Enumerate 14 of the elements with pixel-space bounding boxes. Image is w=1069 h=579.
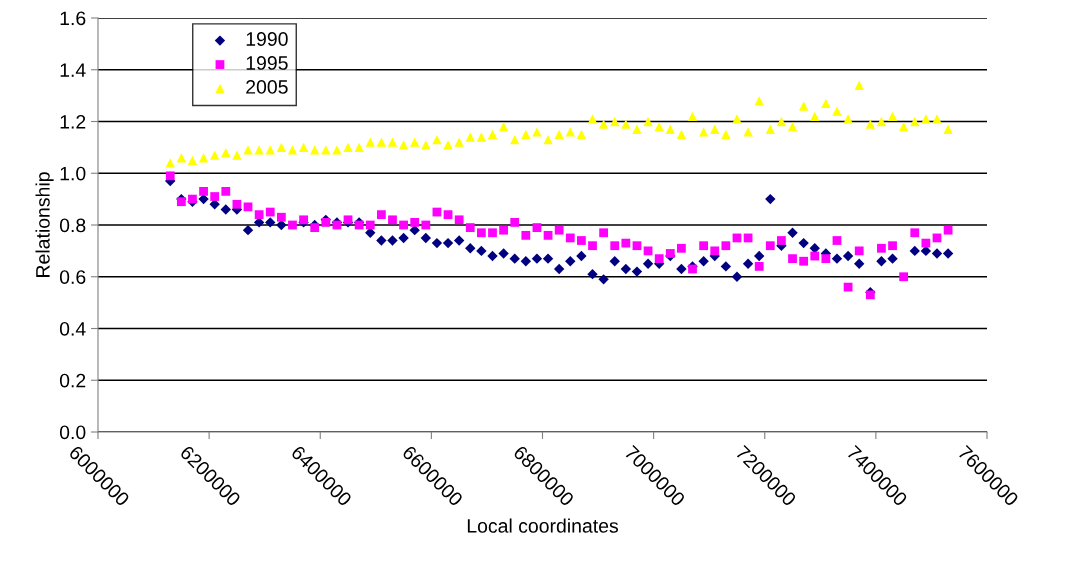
y-tick-label: 0.6 [59, 270, 86, 284]
y-tick-label: 1.0 [60, 166, 86, 181]
x-axis-title: Local coordinates [467, 518, 619, 533]
y-tick-label: 0.0 [59, 425, 86, 440]
y-tick-label: 0.2 [59, 373, 86, 388]
y-tick-label: 1.6 [60, 11, 86, 26]
y-axis-title: Relationship [35, 172, 54, 277]
y-tick-label: 1.4 [60, 63, 86, 77]
legend-label: 1990 [246, 32, 288, 46]
y-tick-label: 1.2 [60, 114, 86, 129]
y-tick-label: 0.4 [59, 321, 86, 336]
legend-label: 1995 [246, 56, 288, 70]
legend-label: 2005 [246, 80, 288, 94]
y-tick-label: 0.8 [59, 218, 86, 233]
